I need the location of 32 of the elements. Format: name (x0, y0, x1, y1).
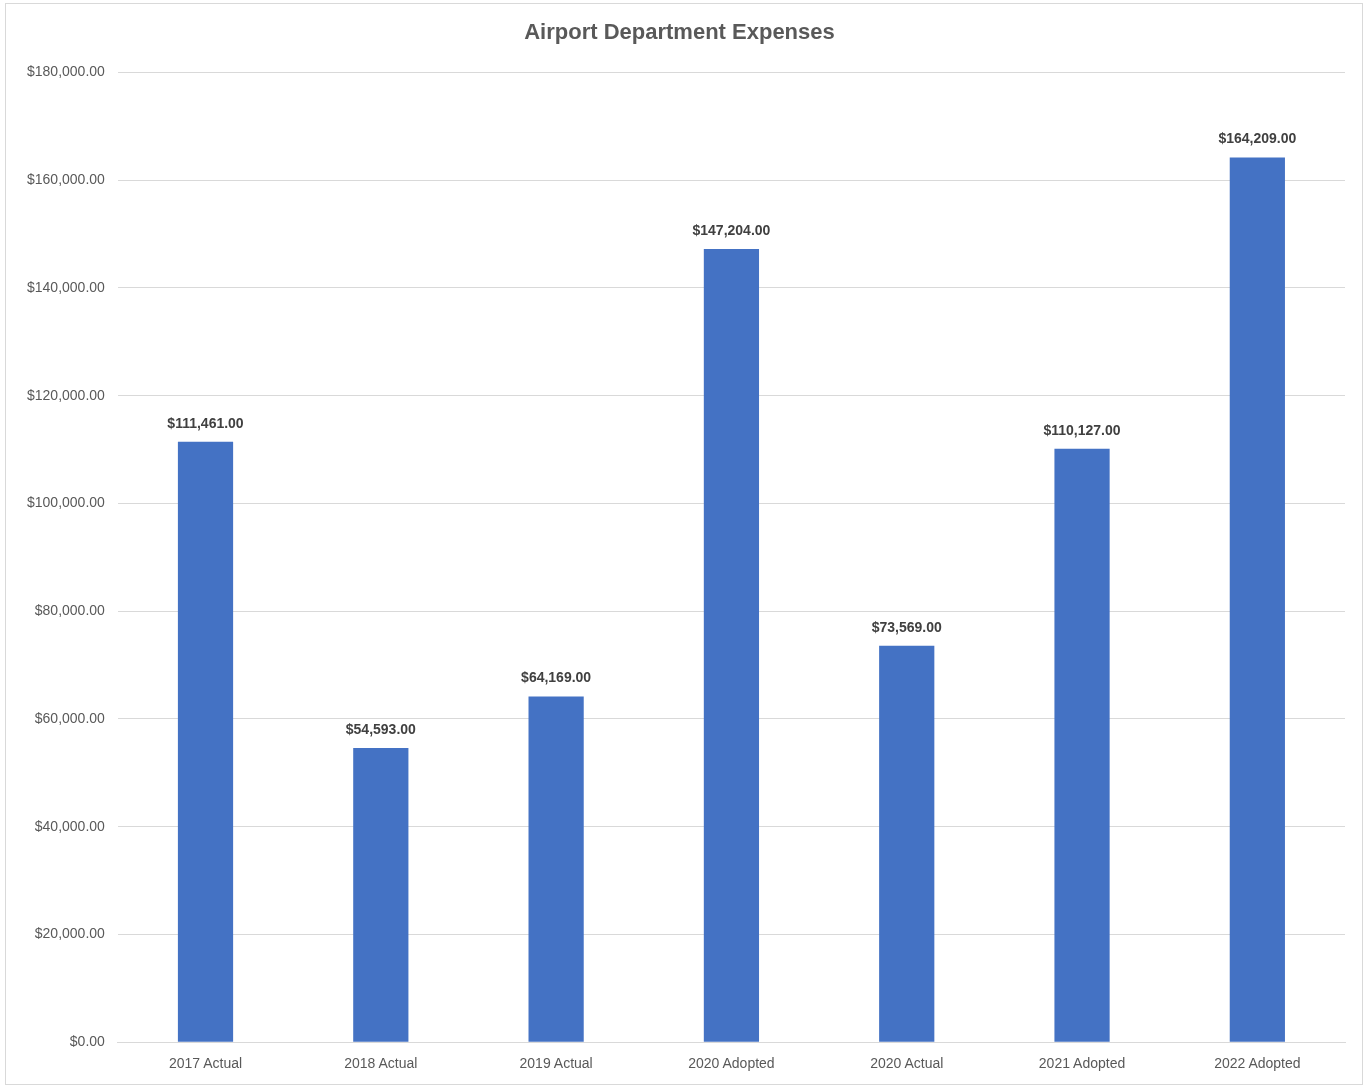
x-tick-label: 2019 Actual (519, 1055, 593, 1072)
x-tick-label: 2021 Adopted (1038, 1055, 1126, 1072)
data-label: $64,169.00 (521, 669, 592, 686)
data-label: $111,461.00 (167, 414, 244, 431)
x-tick-label: 2017 Actual (168, 1055, 243, 1072)
x-tick-label: 2020 Actual (870, 1055, 944, 1072)
x-tick-label: 2018 Actual (344, 1055, 418, 1072)
data-label: $164,209.00 (1218, 130, 1297, 147)
bar (1054, 448, 1110, 1042)
data-label: $54,593.00 (345, 720, 417, 737)
data-label: $147,204.00 (692, 221, 771, 238)
y-tick-label: $20,000.00 (34, 925, 106, 942)
bar (353, 748, 409, 1042)
y-tick-label: $100,000.00 (27, 494, 106, 511)
y-tick-label: $80,000.00 (34, 602, 106, 619)
y-tick-label: $160,000.00 (27, 171, 106, 188)
y-tick-label: $180,000.00 (27, 63, 106, 80)
x-tick-label: 2022 Adopted (1214, 1055, 1301, 1072)
chart-title: Airport Department Expenses (524, 19, 835, 45)
bar (1229, 157, 1285, 1042)
bar (177, 441, 234, 1042)
bar (879, 645, 935, 1042)
data-label: $110,127.00 (1043, 421, 1121, 438)
y-tick-label: $120,000.00 (27, 386, 106, 403)
y-tick-label: $40,000.00 (34, 817, 106, 834)
y-tick-label: $60,000.00 (34, 709, 106, 726)
x-tick-label: 2020 Adopted (688, 1055, 775, 1072)
y-tick-label: $140,000.00 (27, 278, 106, 295)
bar (528, 696, 584, 1042)
bar (703, 249, 760, 1042)
y-tick-label: $0.00 (69, 1033, 106, 1050)
data-label: $73,569.00 (871, 618, 942, 635)
